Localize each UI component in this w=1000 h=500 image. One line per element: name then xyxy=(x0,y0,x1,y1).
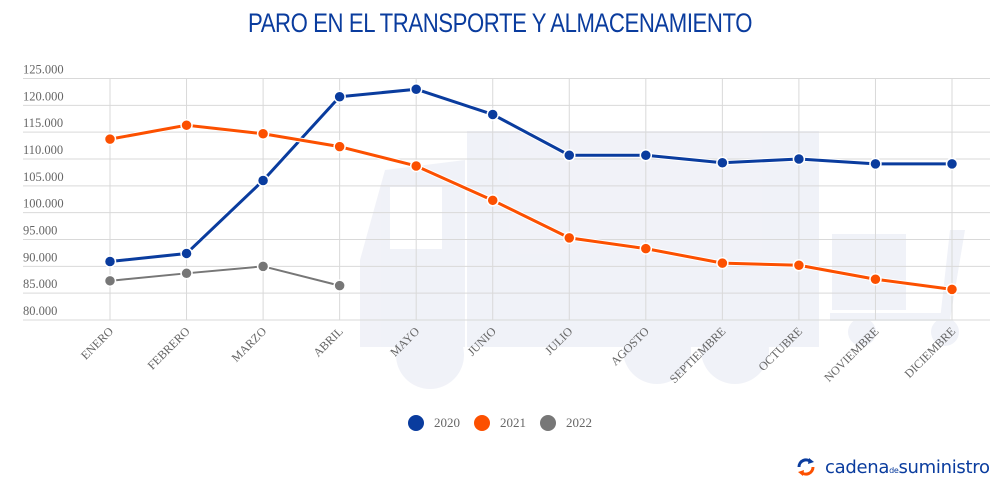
y-tick-label: 120.000 xyxy=(23,89,64,103)
series-2021-line xyxy=(109,123,953,291)
point-2022-enero[interactable] xyxy=(103,274,117,288)
point-2020-octubre[interactable] xyxy=(792,152,806,166)
point-2021-agosto[interactable] xyxy=(639,242,653,255)
point-2021-noviembre[interactable] xyxy=(869,272,882,286)
y-tick-label: 80.000 xyxy=(23,304,57,318)
series-2022-line xyxy=(109,265,340,287)
x-tick-label: MARZO xyxy=(229,324,270,365)
point-2021-marzo[interactable] xyxy=(256,127,270,141)
point-2021-enero[interactable] xyxy=(103,132,117,146)
point-2020-marzo[interactable] xyxy=(256,174,270,187)
series-2020-line xyxy=(109,87,952,263)
brand-logo: cadenadesuministro xyxy=(795,456,990,478)
point-2020-mayo[interactable] xyxy=(409,82,423,96)
legend-label-2021: 2021 xyxy=(500,415,526,430)
point-2020-agosto[interactable] xyxy=(639,148,653,162)
brand-text-suministro: suministro xyxy=(898,456,990,478)
point-2020-diciembre[interactable] xyxy=(945,157,959,171)
y-tick-label: 85.000 xyxy=(23,277,57,291)
legend-item-2021[interactable]: 2021 xyxy=(474,415,526,431)
point-2021-septiembre[interactable] xyxy=(716,256,729,270)
point-2022-abril[interactable] xyxy=(333,279,346,292)
point-2020-julio[interactable] xyxy=(563,148,576,162)
legend-item-2020[interactable]: 2020 xyxy=(408,415,460,431)
brand-text-cadena: cadena xyxy=(825,456,890,478)
y-tick-label: 115.000 xyxy=(23,116,63,130)
legend-item-2022[interactable]: 2022 xyxy=(540,415,592,431)
legend-marker-2021 xyxy=(474,415,490,431)
chart-legend: 2020 2021 2022 xyxy=(0,415,1000,431)
point-2021-octubre[interactable] xyxy=(792,259,806,272)
legend-label-2022: 2022 xyxy=(566,415,592,430)
legend-marker-2020 xyxy=(408,415,424,431)
y-tick-label: 100.000 xyxy=(23,197,64,211)
point-2020-junio[interactable] xyxy=(486,108,499,121)
point-2020-enero[interactable] xyxy=(103,255,117,268)
point-2021-diciembre[interactable] xyxy=(945,283,959,296)
x-tick-label: FEBRERO xyxy=(145,324,193,372)
point-2021-mayo[interactable] xyxy=(409,159,423,173)
point-2020-septiembre[interactable] xyxy=(716,156,729,170)
legend-label-2020: 2020 xyxy=(434,415,460,430)
point-2021-abril[interactable] xyxy=(333,140,346,153)
point-2022-marzo[interactable] xyxy=(256,260,270,273)
point-2021-febrero[interactable] xyxy=(180,118,193,132)
point-2020-abril[interactable] xyxy=(333,90,346,103)
y-tick-label: 90.000 xyxy=(23,250,57,264)
chart-title: PARO EN EL TRANSPORTE Y ALMACENAMIENTO xyxy=(247,8,753,38)
point-2020-febrero[interactable] xyxy=(180,247,193,260)
point-2021-julio[interactable] xyxy=(563,231,576,245)
legend-marker-2022 xyxy=(540,415,556,431)
point-2021-junio[interactable] xyxy=(486,194,499,207)
y-tick-label: 125.000 xyxy=(23,63,64,77)
x-tick-label: ENERO xyxy=(78,324,116,362)
cycle-arrows-icon xyxy=(797,458,815,476)
x-tick-label: DICIEMBRE xyxy=(902,324,959,381)
brand-text-de: de xyxy=(889,465,899,475)
y-tick-label: 95.000 xyxy=(23,224,57,238)
y-tick-label: 105.000 xyxy=(23,170,64,184)
point-2022-febrero[interactable] xyxy=(180,267,193,280)
x-tick-label: ABRIL xyxy=(310,324,345,359)
y-tick-label: 110.000 xyxy=(23,143,63,157)
point-2020-noviembre[interactable] xyxy=(869,157,882,171)
